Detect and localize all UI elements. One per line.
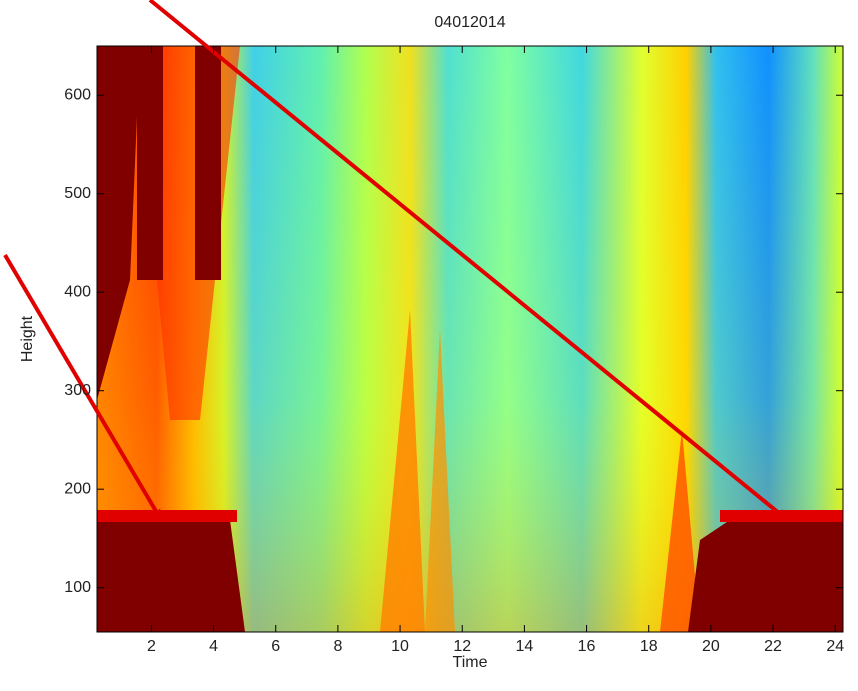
x-axis-label: Time (453, 654, 488, 671)
heatmap-field (97, 46, 843, 632)
y-axis-label: Height (19, 315, 36, 362)
x-tick-label: 24 (826, 638, 844, 655)
y-tick-label: 300 (64, 382, 91, 399)
plot-frame (96, 45, 844, 633)
annotation-arrows (3, 0, 787, 520)
x-tick-label: 18 (640, 638, 658, 655)
y-tick-label: 100 (64, 579, 91, 596)
y-tick-label: 400 (64, 283, 91, 300)
x-tick-label: 22 (764, 638, 782, 655)
y-tick-label: 200 (64, 480, 91, 497)
x-tick-label: 2 (147, 638, 156, 655)
x-tick-label: 10 (391, 638, 409, 655)
y-tick-label: 500 (64, 185, 91, 202)
x-tick-label: 8 (333, 638, 342, 655)
x-tick-label: 6 (271, 638, 280, 655)
x-tick-label: 16 (578, 638, 596, 655)
x-tick-label: 4 (209, 638, 218, 655)
chart-title: 04012014 (434, 14, 505, 31)
x-tick-label: 14 (515, 638, 533, 655)
y-tick-label: 600 (64, 86, 91, 103)
x-tick-label: 12 (453, 638, 471, 655)
x-tick-label: 20 (702, 638, 720, 655)
